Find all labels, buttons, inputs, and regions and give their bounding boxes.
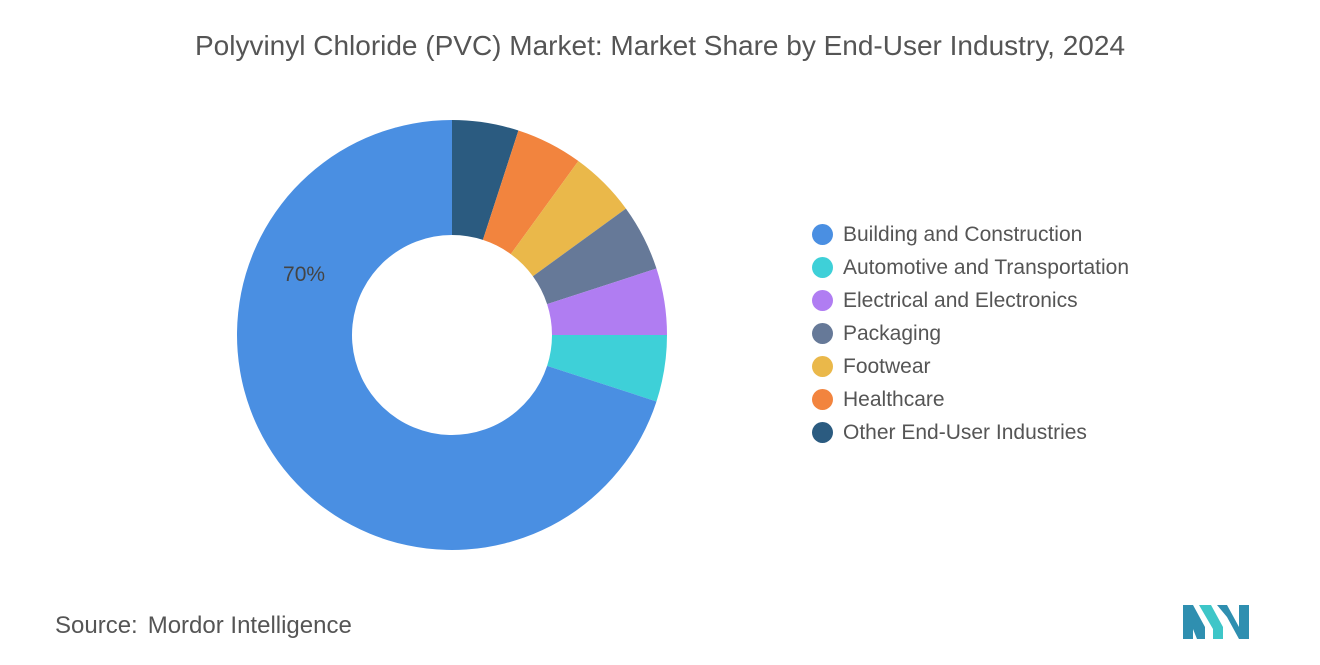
legend-label: Building and Construction	[843, 222, 1083, 246]
slice-building-and-construction	[237, 120, 657, 551]
legend-label: Packaging	[843, 321, 942, 345]
chart-legend: Building and Construction Automotive and …	[812, 218, 1129, 449]
slice-other-end-user-industries	[452, 120, 519, 240]
legend-swatch	[812, 389, 833, 410]
slice-footwear	[510, 161, 626, 277]
legend-item: Footwear	[812, 350, 1129, 383]
legend-swatch	[812, 290, 833, 311]
slice-packaging	[532, 208, 657, 305]
legend-item: Building and Construction	[812, 218, 1129, 251]
legend-item: Packaging	[812, 317, 1129, 350]
legend-item: Healthcare	[812, 383, 1129, 416]
slice-value-label: 70%	[283, 263, 325, 286]
source-note: Source: Mordor Intelligence	[55, 612, 352, 640]
mordor-intelligence-logo-icon	[1183, 605, 1249, 639]
legend-label: Automotive and Transportation	[843, 255, 1130, 279]
legend-label: Other End-User Industries	[843, 420, 1087, 444]
legend-swatch	[812, 224, 833, 245]
legend-item: Automotive and Transportation	[812, 251, 1129, 284]
slice-electrical-and-electronics	[547, 268, 667, 335]
legend-item: Other End-User Industries	[812, 416, 1129, 449]
slice-healthcare	[482, 130, 579, 255]
legend-swatch	[812, 323, 833, 344]
chart-title: Polyvinyl Chloride (PVC) Market: Market …	[194, 30, 1126, 61]
legend-swatch	[812, 356, 833, 377]
legend-item: Electrical and Electronics	[812, 284, 1129, 317]
legend-swatch	[812, 422, 833, 443]
source-label: Source:	[55, 612, 138, 639]
legend-label: Healthcare	[843, 387, 945, 411]
legend-swatch	[812, 257, 833, 278]
slice-automotive-and-transportation	[547, 335, 667, 402]
source-value: Mordor Intelligence	[147, 612, 352, 639]
legend-label: Footwear	[843, 354, 931, 378]
legend-label: Electrical and Electronics	[843, 288, 1078, 312]
